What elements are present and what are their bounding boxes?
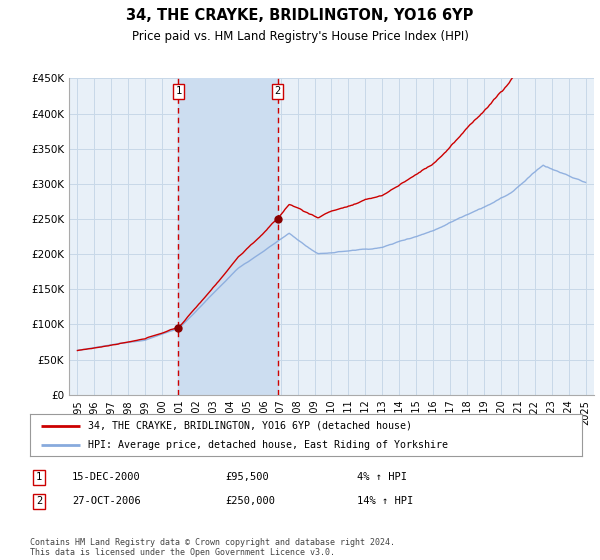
Text: £250,000: £250,000	[225, 496, 275, 506]
Text: 34, THE CRAYKE, BRIDLINGTON, YO16 6YP (detached house): 34, THE CRAYKE, BRIDLINGTON, YO16 6YP (d…	[88, 421, 412, 431]
Text: 2: 2	[275, 86, 281, 96]
Text: HPI: Average price, detached house, East Riding of Yorkshire: HPI: Average price, detached house, East…	[88, 440, 448, 450]
Text: 1: 1	[36, 472, 42, 482]
Text: 34, THE CRAYKE, BRIDLINGTON, YO16 6YP: 34, THE CRAYKE, BRIDLINGTON, YO16 6YP	[127, 8, 473, 24]
Text: 15-DEC-2000: 15-DEC-2000	[72, 472, 141, 482]
Text: 2: 2	[36, 496, 42, 506]
Text: Price paid vs. HM Land Registry's House Price Index (HPI): Price paid vs. HM Land Registry's House …	[131, 30, 469, 43]
Text: £95,500: £95,500	[225, 472, 269, 482]
Text: 4% ↑ HPI: 4% ↑ HPI	[357, 472, 407, 482]
Text: 1: 1	[175, 86, 182, 96]
Bar	[178, 78, 278, 395]
Text: Contains HM Land Registry data © Crown copyright and database right 2024.
This d: Contains HM Land Registry data © Crown c…	[30, 538, 395, 557]
Text: 27-OCT-2006: 27-OCT-2006	[72, 496, 141, 506]
Text: 14% ↑ HPI: 14% ↑ HPI	[357, 496, 413, 506]
